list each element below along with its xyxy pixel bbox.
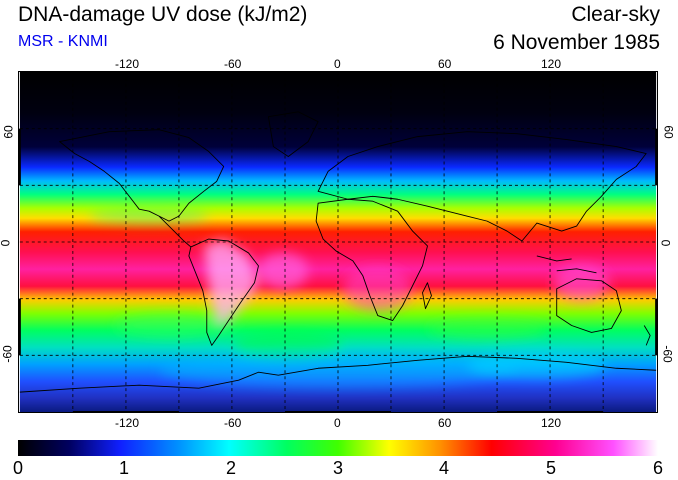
left-lat-label-0: 0: [0, 240, 12, 247]
source-credit: MSR - KNMI: [18, 33, 108, 50]
map-date: 6 November 1985: [493, 31, 660, 54]
frame-ticks: [19, 72, 657, 412]
map-grid: [19, 72, 657, 412]
bottom-lon-label-60: 60: [438, 416, 452, 430]
uv-dose-map: [18, 71, 658, 413]
bottom-lon-label-minus60: -60: [224, 416, 242, 430]
sky-condition: Clear-sky: [571, 3, 660, 26]
top-lon-label-minus120: -120: [115, 57, 140, 71]
colorbar-label-5: 5: [546, 458, 557, 478]
left-lat-label-60: 60: [1, 125, 16, 139]
colorbar: [18, 440, 658, 456]
colorbar-gradient: [18, 440, 658, 456]
top-lon-label-60: 60: [438, 57, 452, 71]
coastlines: [19, 111, 657, 393]
colorbar-label-3: 3: [333, 458, 344, 478]
top-lon-label-0: 0: [334, 57, 341, 71]
left-lat-label-minus60: -60: [0, 345, 15, 363]
colorbar-label-4: 4: [439, 458, 450, 478]
colorbar-label-0: 0: [13, 458, 24, 478]
colorbar-label-1: 1: [119, 458, 130, 478]
colorbar-label-6: 6: [653, 458, 664, 478]
colorbar-label-2: 2: [226, 458, 237, 478]
bottom-lon-label-0: 0: [334, 416, 341, 430]
top-lon-label-120: 120: [541, 57, 562, 71]
bottom-lon-label-minus120: -120: [115, 416, 140, 430]
map-title: DNA-damage UV dose (kJ/m2): [18, 3, 308, 26]
top-lon-label-minus60: -60: [224, 57, 242, 71]
right-lat-label-60: 60: [661, 125, 676, 139]
uv-field-variations: [89, 208, 610, 389]
bottom-lon-label-120: 120: [541, 416, 562, 430]
right-lat-label-minus60: -60: [660, 345, 675, 363]
uv-dose-map-svg: [19, 72, 657, 412]
right-lat-label-0: 0: [658, 239, 673, 247]
